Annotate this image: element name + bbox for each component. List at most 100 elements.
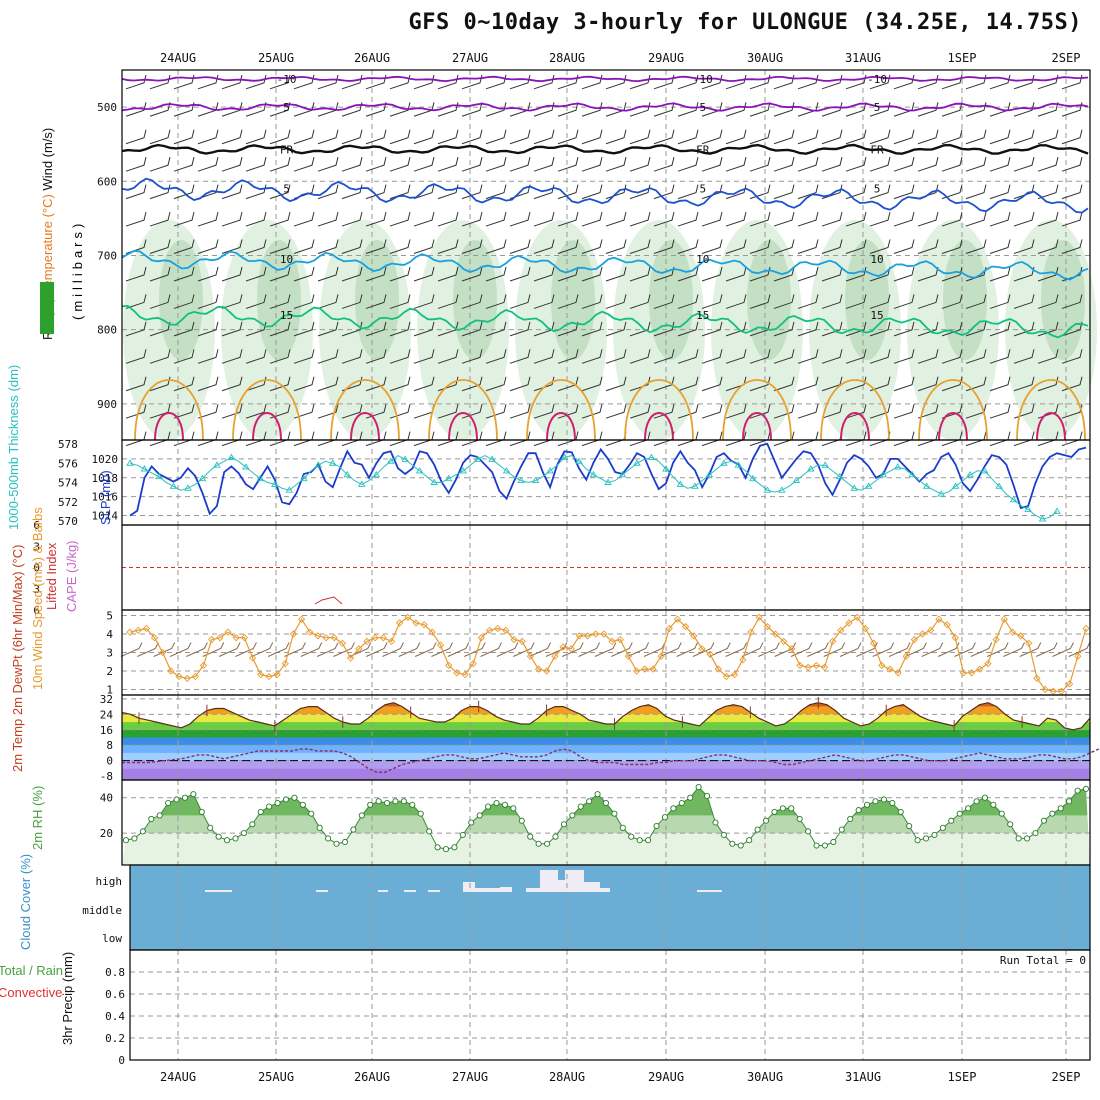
2m-rh-marker — [274, 799, 281, 807]
wind-barb — [1013, 129, 1035, 145]
10m-wind-marker — [175, 672, 183, 681]
date-label-bottom: 27AUG — [452, 1070, 488, 1084]
wind-barb-10m — [120, 642, 143, 657]
wind-barb — [461, 349, 483, 364]
high-cloud-bar — [404, 890, 416, 892]
wind-barb — [989, 74, 1011, 90]
wind-barb — [941, 74, 963, 90]
temperature-contour-lobe-hot — [154, 412, 184, 441]
wind-barb-10m — [186, 642, 208, 657]
10m-wind-marker — [199, 661, 208, 670]
wind-barb-10m — [267, 642, 290, 657]
wind-barb — [413, 376, 435, 392]
wind-barb — [917, 239, 939, 254]
temp-ylabel: 2m Temp 2m DewPt (6hr Min/Max) (°C) — [10, 545, 25, 772]
thickness-marker — [835, 472, 844, 480]
10m-wind-marker — [894, 669, 902, 677]
2m-rh-marker — [1040, 817, 1047, 824]
date-label-bottom: 31AUG — [845, 1070, 881, 1084]
y-tick-wind: 5 — [106, 610, 113, 623]
wind-barb — [725, 239, 747, 254]
thickness-marker — [589, 470, 598, 478]
wind-barb — [125, 211, 147, 227]
wind-barb — [653, 294, 675, 309]
wind-barb — [893, 184, 915, 200]
rh-area-dense — [1041, 240, 1085, 360]
2m-rh-marker — [1057, 805, 1064, 812]
2m-rh-marker — [687, 794, 694, 801]
wind-barb — [1037, 74, 1059, 90]
10m-wind-marker — [1049, 687, 1057, 695]
wind-barb-10m — [1068, 642, 1091, 657]
wind-barb — [461, 321, 483, 337]
temperature-contour — [121, 102, 1089, 112]
wind-barb — [149, 74, 171, 90]
10m-wind-marker — [126, 628, 134, 636]
wind-barb — [197, 157, 219, 172]
temperature-contour-lobe — [918, 379, 988, 441]
wind-barb — [989, 211, 1011, 227]
wind-barb-10m — [807, 642, 829, 657]
10m-wind-marker — [624, 652, 633, 660]
wind-barb — [125, 102, 147, 117]
wind-barb — [701, 266, 723, 282]
wind-barb — [701, 404, 723, 419]
wind-barb — [413, 184, 435, 200]
wind-barb — [389, 376, 411, 392]
wind-barb — [557, 404, 579, 419]
temperature-contour-lobe-hot — [644, 412, 674, 441]
2m-rh-marker — [316, 824, 323, 831]
contour-label: 10 — [280, 253, 293, 266]
10m-wind-marker — [518, 637, 526, 646]
precip-ylabel-text: 3hr Precip (mm) — [60, 952, 75, 1045]
thickness-marker — [126, 459, 134, 466]
wind-barb — [821, 321, 843, 337]
10m-wind-marker — [134, 626, 142, 634]
10m-wind-marker — [665, 624, 673, 633]
wind-barb — [149, 349, 171, 364]
2m-rh-marker — [661, 814, 668, 821]
wind-barb — [365, 211, 387, 227]
2m-rh-marker — [341, 838, 348, 846]
temperature-contour — [121, 305, 1089, 339]
wind-barb — [245, 211, 267, 227]
wind-barb — [509, 157, 531, 172]
wind-barb — [485, 404, 507, 419]
wind-barb — [173, 129, 195, 145]
wind-barb — [797, 211, 819, 227]
date-label-top: 25AUG — [258, 51, 294, 65]
thickness-marker — [271, 480, 279, 487]
temperature-contour-lobe — [330, 379, 400, 441]
wind-barb — [821, 184, 843, 200]
label-wind: Wind (m/s) — [40, 128, 55, 191]
rh-ylabel: 2m RH (%) — [30, 786, 45, 850]
wind-barb — [773, 349, 795, 364]
wind-barb — [413, 349, 435, 364]
thickness-marker — [676, 480, 685, 487]
wind-barb — [581, 74, 603, 90]
10m-wind-marker — [829, 637, 837, 646]
contour-label: 15 — [280, 309, 293, 322]
2m-rh-marker — [400, 798, 407, 805]
wind-barb — [725, 157, 747, 172]
y-tick-slp: 1018 — [92, 472, 119, 485]
wind-barb — [509, 321, 531, 337]
wind-barb — [125, 184, 147, 200]
y-tick-wind: 4 — [106, 628, 113, 641]
wind-barb — [989, 157, 1011, 172]
wind-barb — [605, 74, 627, 90]
contour-label: 10 — [696, 253, 709, 266]
wind-barb — [197, 74, 219, 90]
wind-barb — [485, 349, 507, 364]
2m-rh-marker — [409, 801, 416, 808]
2m-rh-marker — [914, 837, 921, 844]
10m-wind-marker — [183, 674, 191, 683]
wind-barb — [365, 184, 387, 200]
wind-barb — [461, 404, 483, 419]
wind-barb — [317, 74, 339, 90]
temperature-contour-lobe — [428, 379, 498, 441]
wind-barb — [317, 211, 339, 227]
2m-rh-marker — [830, 838, 837, 846]
wind-barb-10m — [414, 642, 437, 657]
wind-barb — [125, 349, 147, 364]
